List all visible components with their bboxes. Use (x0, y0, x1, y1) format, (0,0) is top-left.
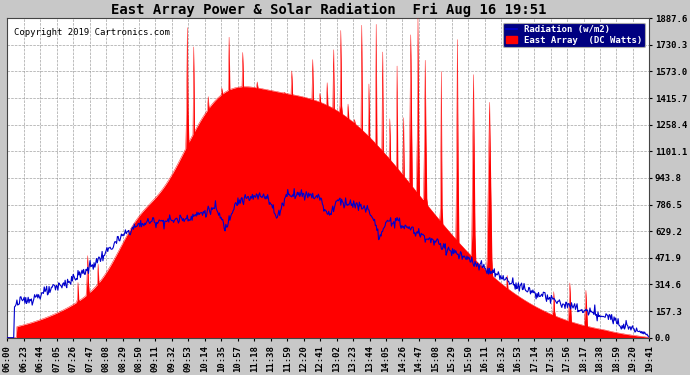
Legend: Radiation (w/m2), East Array  (DC Watts): Radiation (w/m2), East Array (DC Watts) (503, 22, 645, 47)
Title: East Array Power & Solar Radiation  Fri Aug 16 19:51: East Array Power & Solar Radiation Fri A… (110, 3, 546, 17)
Text: Copyright 2019 Cartronics.com: Copyright 2019 Cartronics.com (14, 28, 170, 37)
